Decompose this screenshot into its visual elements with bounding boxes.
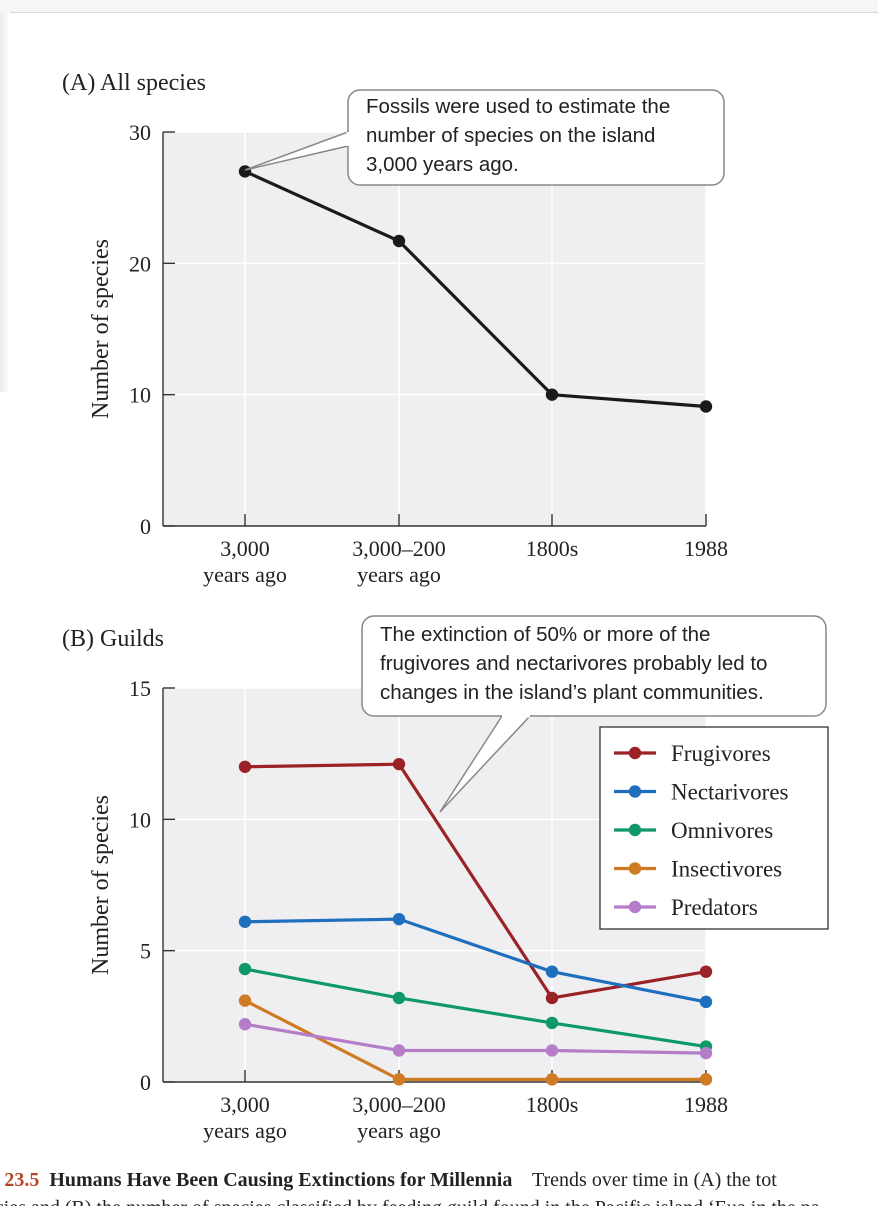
legend-label-omnivores: Omnivores <box>671 818 773 843</box>
y-tick-label-3: 15 <box>129 676 151 701</box>
data-point-frugivores-3 <box>699 965 713 978</box>
legend-swatch-marker-predators <box>628 900 642 914</box>
series-line-frugivores <box>244 762 707 1000</box>
legend-label-insectivores: Insectivores <box>671 857 782 882</box>
x-tick-label-0-0: 3,000 <box>220 1092 270 1117</box>
panel-title: (A) All species <box>62 70 206 96</box>
annotation-text-line-2: 3,000 years ago. <box>366 153 519 176</box>
left-edge-shadow <box>0 12 10 392</box>
y-tick-label-2: 20 <box>129 251 151 276</box>
y-tick-label-2: 10 <box>129 807 151 832</box>
series-line-predators <box>244 1022 707 1055</box>
legend-swatch-marker-omnivores <box>628 823 642 837</box>
x-tick-label-1-0: 3,000–200 <box>352 1092 446 1117</box>
x-tick-label-3-0: 1988 <box>684 536 728 561</box>
legend-swatch-marker-insectivores <box>628 862 642 875</box>
legend-swatch-marker-nectarivores <box>628 785 642 798</box>
y-tick-label-0: 0 <box>140 1070 151 1095</box>
legend-label-frugivores: Frugivores <box>671 741 771 766</box>
data-point-predators-1 <box>392 1044 406 1057</box>
x-tick-label-3-0: 1988 <box>684 1092 728 1117</box>
data-point-omnivores-1 <box>392 991 406 1005</box>
y-axis-label: Number of species <box>88 795 114 975</box>
data-point-all-species-0 <box>238 165 252 178</box>
data-point-omnivores-0 <box>238 962 252 976</box>
data-point-all-species-3 <box>699 400 713 413</box>
data-point-insectivores-0 <box>238 994 252 1007</box>
annotation-text-line-1: frugivores and nectarivores probably led… <box>380 652 767 675</box>
x-tick-label-1-1: years ago <box>357 562 441 587</box>
caption-title: Humans Have Been Causing Extinctions for… <box>49 1169 513 1191</box>
data-point-all-species-2 <box>545 388 559 401</box>
y-tick-label-3: 30 <box>129 120 151 145</box>
caption-figure-number: E 23.5 <box>0 1169 40 1191</box>
annotation-text-line-2: changes in the island’s plant communitie… <box>380 681 764 704</box>
data-point-insectivores-3 <box>699 1073 713 1086</box>
x-tick-label-0-1: years ago <box>203 1118 287 1143</box>
x-tick-label-2-0: 1800s <box>526 536 579 561</box>
series-line-all-species <box>244 169 707 409</box>
annotation-box <box>361 615 827 717</box>
series-line-omnivores <box>244 967 707 1049</box>
data-point-nectarivores-2 <box>545 965 559 978</box>
legend-swatch-marker-frugivores <box>628 746 642 760</box>
data-point-nectarivores-3 <box>699 995 713 1009</box>
data-point-predators-2 <box>545 1044 559 1057</box>
y-tick-label-1: 5 <box>140 939 151 964</box>
data-point-nectarivores-0 <box>238 915 252 928</box>
data-point-nectarivores-1 <box>392 912 406 926</box>
plot-background <box>163 132 706 526</box>
annotation-text-line-0: The extinction of 50% or more of the <box>380 623 710 646</box>
browser-top-bar <box>0 0 878 13</box>
x-tick-label-0-0: 3,000 <box>220 536 270 561</box>
x-tick-label-2-0: 1800s <box>526 1092 579 1117</box>
data-point-frugivores-1 <box>392 757 406 771</box>
y-axis-label: Number of species <box>88 239 114 419</box>
figure-caption: E 23.5 Humans Have Been Causing Extincti… <box>0 1166 878 1206</box>
data-point-frugivores-0 <box>238 760 252 773</box>
y-tick-label-1: 10 <box>129 383 151 408</box>
data-point-insectivores-1 <box>392 1073 406 1086</box>
panel-title: (B) Guilds <box>62 626 164 652</box>
x-tick-label-0-1: years ago <box>203 562 287 587</box>
data-point-predators-0 <box>238 1018 252 1031</box>
data-point-predators-3 <box>699 1046 713 1060</box>
x-tick-label-1-0: 3,000–200 <box>352 536 446 561</box>
annotation-text-line-1: number of species on the island <box>366 124 655 147</box>
legend-label-predators: Predators <box>671 895 758 920</box>
caption-text: Trends over time in (A) the tot <box>532 1169 777 1191</box>
x-tick-label-1-1: years ago <box>357 1118 441 1143</box>
data-point-frugivores-2 <box>545 991 559 1005</box>
legend-label-nectarivores: Nectarivores <box>671 780 789 805</box>
data-point-all-species-1 <box>392 234 406 248</box>
series-line-insectivores <box>244 999 706 1081</box>
series-line-nectarivores <box>244 917 707 1004</box>
y-tick-label-0: 0 <box>140 514 151 539</box>
data-point-insectivores-2 <box>545 1073 559 1086</box>
annotation-text-line-0: Fossils were used to estimate the <box>366 95 670 118</box>
caption-second-line: ecies and (B) the number of species clas… <box>0 1194 878 1206</box>
data-point-omnivores-2 <box>545 1016 559 1030</box>
